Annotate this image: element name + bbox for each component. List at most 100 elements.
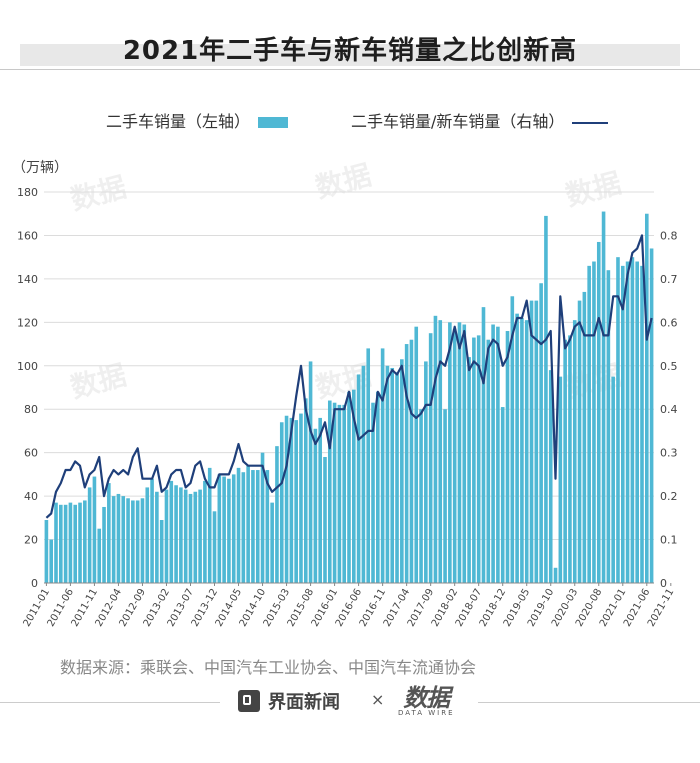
- bar: [284, 415, 289, 583]
- jiemian-brand: 界面新闻: [238, 688, 340, 714]
- bar: [116, 493, 121, 583]
- bar: [337, 404, 342, 583]
- bar: [443, 409, 447, 583]
- bar: [572, 320, 577, 583]
- bar: [457, 322, 462, 583]
- bar: [544, 215, 548, 583]
- bar: [150, 478, 154, 583]
- bar: [611, 376, 615, 583]
- bar: [87, 487, 92, 583]
- bar: [548, 370, 553, 583]
- bar: [265, 470, 270, 583]
- bar: [63, 504, 68, 583]
- left-axis-tick-label: 140: [17, 273, 38, 286]
- bar: [255, 470, 260, 583]
- bar: [159, 520, 164, 583]
- bar: [601, 211, 606, 584]
- right-axis-tick-label: 0: [660, 577, 667, 590]
- title-band: [20, 44, 680, 66]
- bar: [121, 496, 126, 583]
- bar: [433, 315, 438, 583]
- brand-name: 界面新闻: [268, 692, 340, 713]
- bar: [404, 344, 409, 583]
- left-axis-tick-label: 40: [24, 490, 38, 503]
- bar: [299, 413, 303, 583]
- bar: [606, 270, 611, 583]
- bar: [515, 313, 519, 583]
- bar: [390, 367, 395, 583]
- bar: [140, 498, 145, 583]
- bar: [582, 291, 587, 583]
- bar: [327, 400, 332, 583]
- bar: [54, 502, 58, 583]
- bar: [486, 339, 491, 583]
- bar: [505, 331, 510, 583]
- bar: [649, 248, 654, 583]
- bar: [558, 376, 563, 583]
- bar: [169, 480, 174, 583]
- bar: [500, 407, 505, 583]
- jiemian-logo-icon: [238, 690, 260, 712]
- bar: [174, 485, 178, 583]
- left-axis-tick-label: 160: [17, 229, 38, 242]
- footer-rule: [0, 702, 220, 703]
- bar: [424, 361, 428, 583]
- bar: [236, 467, 241, 583]
- bar: [251, 470, 255, 583]
- bar: [592, 261, 596, 583]
- bar: [289, 417, 294, 583]
- bar: [553, 567, 558, 583]
- left-axis-tick-label: 0: [31, 577, 38, 590]
- bar: [352, 389, 356, 583]
- bar: [102, 506, 106, 583]
- left-axis-tick-label: 180: [17, 186, 38, 199]
- bar: [385, 365, 390, 583]
- bar: [198, 489, 202, 583]
- bar: [342, 404, 346, 583]
- bar: [376, 391, 380, 583]
- bar: [366, 348, 371, 583]
- bar: [193, 491, 198, 583]
- bar: [323, 457, 327, 583]
- datawire-logo-sub: DATA WIRE: [398, 709, 455, 717]
- data-source: 数据来源：乘联会、中国汽车工业协会、中国汽车流通协会: [60, 658, 477, 677]
- bar: [212, 511, 217, 583]
- bar: [332, 402, 337, 583]
- footer-rule: [478, 702, 700, 703]
- bar: [428, 333, 433, 583]
- bar: [347, 391, 351, 583]
- bar: [135, 500, 140, 583]
- bar: [164, 489, 169, 583]
- bar: [97, 528, 102, 583]
- bar: [203, 480, 207, 583]
- bar: [126, 498, 130, 583]
- bar: [380, 348, 385, 583]
- bar: [400, 359, 404, 583]
- bar: [414, 326, 419, 583]
- bar: [635, 261, 639, 583]
- bar: [92, 476, 97, 583]
- bar: [467, 357, 471, 583]
- bar: [462, 324, 467, 583]
- bar: [395, 372, 399, 583]
- legend-line-label: 二手车销量/新车销量（右轴）: [351, 112, 565, 131]
- bar: [625, 261, 630, 583]
- bar: [44, 520, 49, 583]
- right-axis-tick-label: 0.1: [660, 534, 678, 547]
- bar: [520, 317, 524, 583]
- bar: [371, 402, 375, 583]
- bar: [294, 420, 298, 583]
- left-axis-unit: （万辆）: [12, 160, 68, 176]
- title-rule: [0, 69, 700, 70]
- combo-chart: 0 20 40 60 80 100 120 140 160 180 0 0.1 0.2 0.3 0.4 0.5…: [17, 186, 678, 629]
- bar: [270, 502, 274, 583]
- legend-bar: 二手车销量（左轴）: [106, 108, 289, 132]
- bar: [630, 257, 635, 583]
- bar: [356, 374, 361, 583]
- right-axis-tick-label: 0.5: [660, 360, 678, 373]
- bar: [207, 467, 212, 583]
- bar: [107, 483, 111, 583]
- right-axis-tick-label: 0.6: [660, 316, 678, 329]
- datawire-logo-text: 数据: [403, 683, 450, 712]
- bar: [59, 504, 63, 583]
